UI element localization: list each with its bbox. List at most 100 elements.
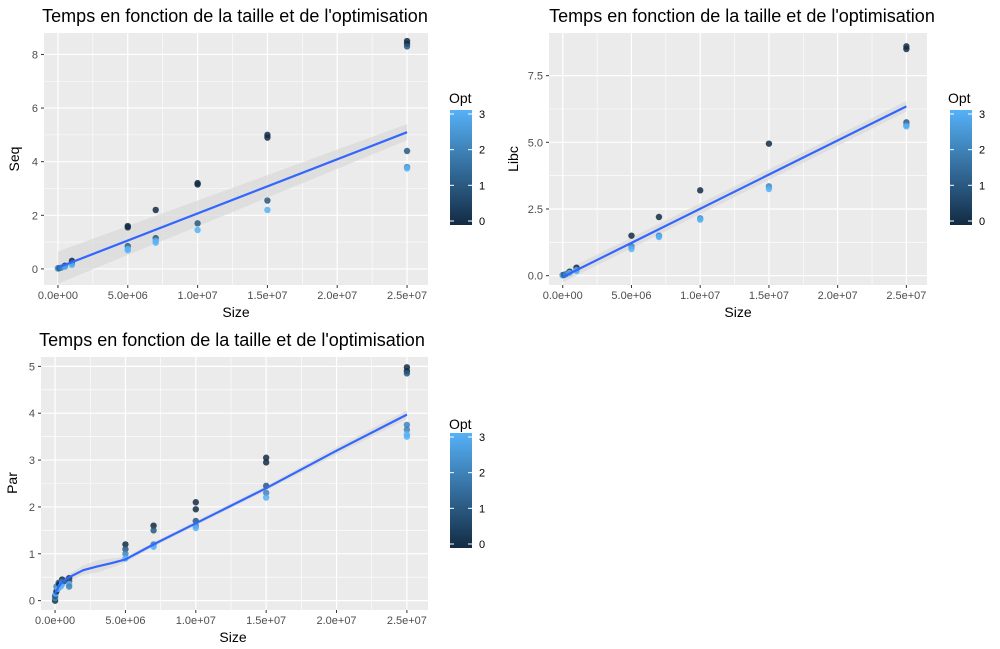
legend-tick-label: 2 [479,468,485,480]
data-point [403,43,411,50]
x-tick-label: 5.0e+06 [611,290,651,302]
x-tick-label: 1.5e+07 [247,290,287,302]
y-tick-label: 1 [29,549,35,561]
y-axis-title: Libc [505,146,521,172]
x-tick-label: 2.5e+07 [387,615,427,627]
x-tick-label: 5.0e+06 [108,290,148,302]
data-point [124,246,131,254]
y-tick-label: 0.0 [528,271,543,283]
data-point [264,206,271,214]
data-point [403,421,411,429]
x-axis-ticks: 0.0e+00 5.0e+06 1.0e+07 1.5e+07 2.0e+07 2.5e+… [543,285,926,302]
x-axis-ticks: 0.0e+00 5.0e+06 1.0e+07 1.5e+07 2.0e+07 2.5e+… [38,285,427,302]
legend-title: Opt [948,90,971,106]
y-tick-label: 0 [32,264,38,276]
y-tick-label: 3 [29,455,35,467]
data-point [264,134,271,141]
legend-colorbar [450,433,472,548]
x-tick-label: 1.0e+07 [680,290,720,302]
data-point [765,140,773,147]
data-point [655,233,663,241]
x-tick-label: 2.0e+07 [818,290,858,302]
confidence-ribbon [57,124,408,284]
x-tick-label: 0.0e+00 [543,290,583,302]
y-axis-title: Seq [6,147,22,172]
data-point [152,206,159,214]
data-point [192,524,199,532]
fit-line [562,105,907,278]
legend-ticks: 0 1 2 3 [450,432,485,551]
legend-ticks: 0 1 2 3 [950,109,985,228]
chart-title: Temps en fonction de la taille et de l'o… [549,6,935,26]
x-tick-label: 2.5e+07 [886,290,926,302]
legend-tick-label: 1 [479,503,485,515]
chart-par: Temps en fonction de la taille et de l'o… [4,330,485,645]
legend-tick-label: 3 [479,109,485,121]
fit-line [57,131,408,269]
x-tick-label: 2.0e+07 [316,615,356,627]
data-point [150,522,157,529]
y-axis-ticks: 0 1 2 3 4 5 [29,361,41,608]
data-point [628,245,635,253]
gridlines [41,357,428,610]
data-point [194,181,201,188]
y-axis-ticks: 0 2 4 6 8 [32,49,44,276]
data-point [262,459,270,466]
data-point [262,489,270,497]
legend-tick-label: 2 [979,145,985,157]
data-point [403,165,411,172]
data-point [264,197,271,204]
legend-tick-label: 3 [979,109,985,121]
y-tick-label: 0 [29,596,35,608]
chart-title: Temps en fonction de la taille et de l'o… [42,6,428,26]
data-point [194,226,201,234]
y-tick-label: 2 [29,502,35,514]
legend-colorbar [450,110,472,225]
legend-tick-label: 0 [979,216,985,228]
data-point [152,239,159,246]
legend-tick-label: 2 [479,145,485,157]
data-point [765,185,773,193]
legend-tick-label: 1 [979,180,985,192]
legend-tick-label: 3 [479,432,485,444]
legend-tick-label: 1 [479,180,485,192]
data-point [903,45,910,53]
data-point [403,147,411,155]
smooth-line [57,131,408,269]
data-point [697,187,704,194]
data-point [122,550,129,557]
y-tick-label: 4 [29,408,35,420]
fit-line [54,413,408,595]
legend-tick-label: 0 [479,539,485,551]
data-point [403,433,411,440]
x-tick-label: 5.0e+06 [105,615,145,627]
ribbon-area [57,124,408,284]
legend-colorbar [950,110,972,225]
legend: Opt 0 1 2 3 [449,416,485,551]
y-tick-label: 4 [32,157,38,169]
data-point [403,426,411,433]
y-tick-label: 8 [32,49,38,61]
x-axis-ticks: 0.0e+00 5.0e+06 1.0e+07 1.5e+07 2.0e+07 2.5e+… [35,610,427,627]
data-point [262,454,270,461]
y-axis-ticks: 0.0 2.5 5.0 7.5 [528,71,549,283]
legend-title: Opt [449,90,472,106]
chart-libc: Temps en fonction de la taille et de l'o… [505,6,985,320]
smooth-line [562,105,907,278]
data-point [65,583,73,590]
x-axis-title: Size [222,304,249,320]
smooth-line [54,413,408,595]
data-point [122,545,129,553]
y-axis-title: Par [4,472,20,494]
x-tick-label: 1.0e+07 [178,290,218,302]
legend-title: Opt [449,416,472,432]
x-tick-label: 0.0e+00 [35,615,75,627]
plot-panel [549,33,927,285]
x-axis-title: Size [724,304,751,320]
y-tick-label: 2 [32,210,38,222]
y-tick-label: 7.5 [528,71,543,83]
y-tick-label: 5.0 [528,137,543,149]
legend: Opt 0 1 2 3 [948,90,985,228]
data-point [150,527,157,534]
